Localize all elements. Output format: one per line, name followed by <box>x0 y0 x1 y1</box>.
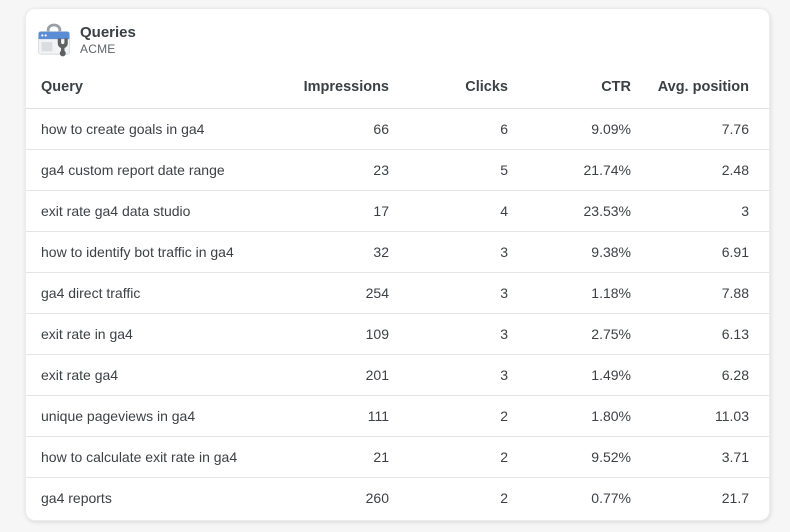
title-block: Queries ACME <box>80 20 136 57</box>
cell-impressions: 111 <box>269 394 389 436</box>
table-row[interactable]: ga4 reports 260 2 0.77% 21.7 <box>26 476 769 518</box>
cell-impressions: 254 <box>269 271 389 313</box>
table-row[interactable]: exit rate ga4 201 3 1.49% 6.28 <box>26 353 769 395</box>
table-row[interactable]: unique pageviews in ga4 111 2 1.80% 11.0… <box>26 394 769 436</box>
cell-impressions: 23 <box>269 148 389 190</box>
cell-query: how to calculate exit rate in ga4 <box>26 435 269 477</box>
cell-query: ga4 direct traffic <box>26 271 269 313</box>
table-body: how to create goals in ga4 66 6 9.09% 7.… <box>26 108 769 518</box>
cell-ctr: 21.74% <box>508 148 631 190</box>
cell-clicks: 2 <box>389 476 508 518</box>
toolbox-icon <box>38 23 70 57</box>
cell-impressions: 66 <box>373 120 389 137</box>
cell-ctr: 1.80% <box>508 394 631 436</box>
table-header: Query Impressions Clicks CTR Avg. positi… <box>26 67 769 109</box>
table-row[interactable]: how to identify bot traffic in ga4 32 3 … <box>26 230 769 272</box>
cell-ctr: 9.52% <box>508 435 631 477</box>
wrench-glyph <box>57 38 68 57</box>
cell-clicks: 6 <box>500 120 508 137</box>
cell-clicks: 2 <box>389 394 508 436</box>
cell-query: how to create goals in ga4 <box>41 120 205 137</box>
cell-avg-position: 3 <box>631 189 769 231</box>
table-row[interactable]: ga4 custom report date range 23 5 21.74%… <box>26 148 769 190</box>
cell-impressions: 260 <box>269 476 389 518</box>
cell-impressions: 201 <box>269 353 389 395</box>
cell-clicks: 3 <box>389 312 508 354</box>
card-title: Queries <box>80 24 136 41</box>
table-row[interactable]: how to calculate exit rate in ga4 21 2 9… <box>26 435 769 477</box>
cell-clicks: 3 <box>389 271 508 313</box>
cell-clicks: 3 <box>389 353 508 395</box>
table-row[interactable]: exit rate in ga4 109 3 2.75% 6.13 <box>26 312 769 354</box>
cell-query: unique pageviews in ga4 <box>26 394 269 436</box>
cell-ctr: 1.49% <box>508 353 631 395</box>
table-row[interactable]: exit rate ga4 data studio 17 4 23.53% 3 <box>26 189 769 231</box>
column-header-query[interactable]: Query <box>26 67 269 109</box>
cell-avg-position: 21.7 <box>631 476 769 518</box>
cell-impressions: 21 <box>269 435 389 477</box>
cell-avg-position: 3.71 <box>631 435 769 477</box>
cell-ctr: 9.09% <box>591 120 631 137</box>
column-header-impressions[interactable]: Impressions <box>269 67 389 109</box>
card-header: Queries ACME <box>26 9 769 67</box>
cell-avg-position: 7.88 <box>631 271 769 313</box>
cell-ctr: 9.38% <box>508 230 631 272</box>
cell-query: exit rate ga4 <box>26 353 269 395</box>
cell-ctr: 0.77% <box>508 476 631 518</box>
cell-ctr: 1.18% <box>508 271 631 313</box>
cell-avg-position: 6.13 <box>631 312 769 354</box>
cell-avg-position: 11.03 <box>631 394 769 436</box>
cell-clicks: 2 <box>389 435 508 477</box>
cell-avg-position: 6.28 <box>631 353 769 395</box>
cell-query: exit rate in ga4 <box>26 312 269 354</box>
column-header-avg-position[interactable]: Avg. position <box>631 67 769 109</box>
queries-card: Queries ACME Query Impressions Clicks CT… <box>25 8 770 521</box>
cell-impressions: 32 <box>269 230 389 272</box>
column-header-ctr[interactable]: CTR <box>508 67 631 109</box>
cell-query: ga4 custom report date range <box>26 148 269 190</box>
cell-avg-position: 6.91 <box>631 230 769 272</box>
cell-ctr: 23.53% <box>508 189 631 231</box>
cell-query: how to identify bot traffic in ga4 <box>26 230 269 272</box>
cell-clicks: 3 <box>389 230 508 272</box>
card-subtitle: ACME <box>80 42 116 56</box>
table-row[interactable]: ga4 direct traffic 254 3 1.18% 7.88 <box>26 271 769 313</box>
table-row[interactable]: how to create goals in ga4 66 6 9.09% 7.… <box>26 108 769 149</box>
column-header-clicks[interactable]: Clicks <box>389 67 508 109</box>
queries-table: Query Impressions Clicks CTR Avg. positi… <box>26 67 769 518</box>
cell-clicks: 4 <box>389 189 508 231</box>
cell-query: ga4 reports <box>26 476 269 518</box>
cell-impressions: 109 <box>269 312 389 354</box>
cell-impressions: 17 <box>269 189 389 231</box>
cell-avg-position: 7.76 <box>721 120 749 137</box>
cell-query: exit rate ga4 data studio <box>26 189 269 231</box>
cell-ctr: 2.75% <box>508 312 631 354</box>
cell-clicks: 5 <box>389 148 508 190</box>
cell-avg-position: 2.48 <box>631 148 769 190</box>
